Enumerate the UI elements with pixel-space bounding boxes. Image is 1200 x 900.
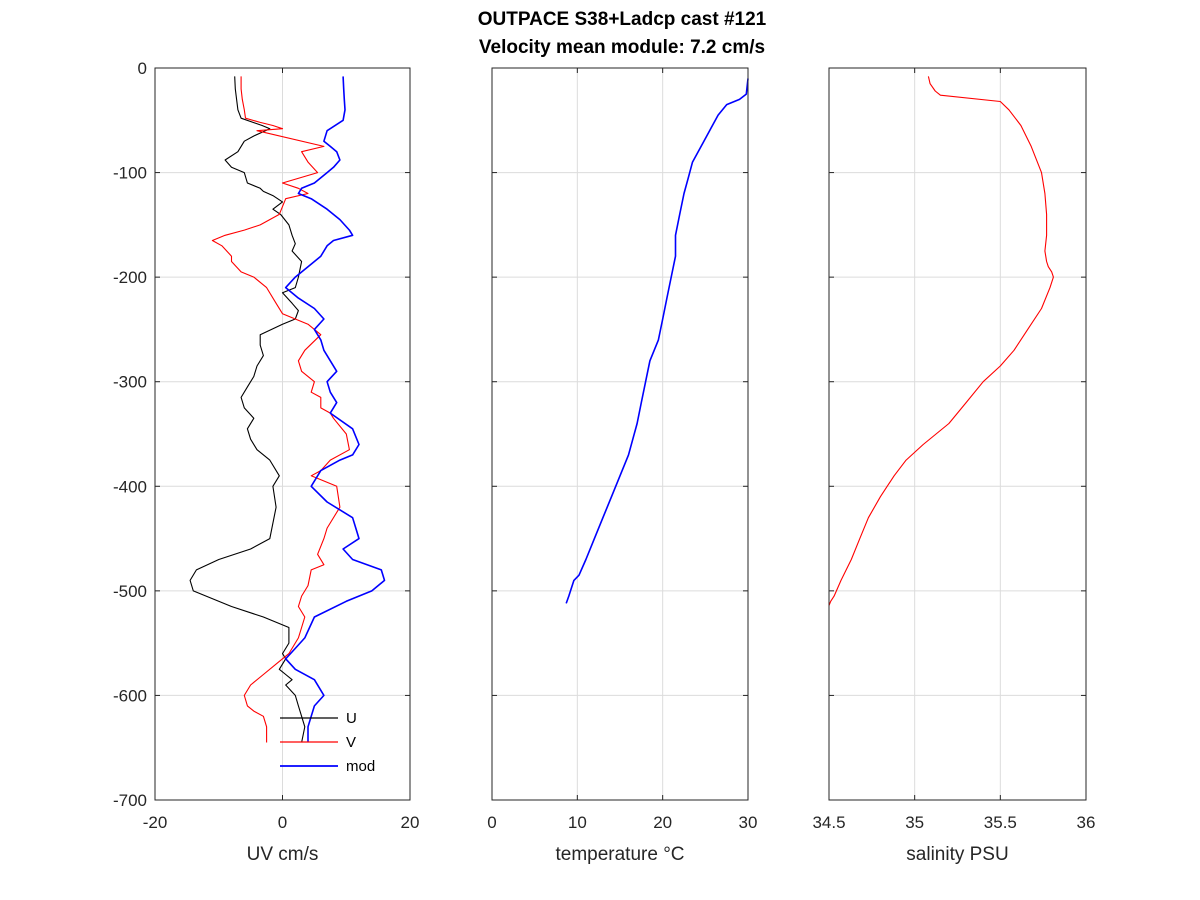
x-tick-label: 34.5	[812, 813, 845, 832]
y-tick-label: -600	[113, 686, 147, 705]
x-axis-label: UV cm/s	[247, 844, 319, 865]
y-tick-label: 0	[138, 59, 147, 78]
series-line-mod	[284, 76, 386, 743]
x-tick-label: 0	[487, 813, 496, 832]
x-axis-label: salinity PSU	[906, 844, 1008, 865]
legend-label-V: V	[346, 734, 356, 751]
chart-title-line-1: OUTPACE S38+Ladcp cast #121	[478, 9, 767, 30]
x-tick-label: -20	[143, 813, 168, 832]
series-line-U	[189, 76, 306, 743]
plot-area	[829, 68, 1086, 800]
plot-area	[492, 68, 748, 800]
series-line-V	[211, 76, 350, 743]
subplot-2: 0 10 20 30 temperature °C	[487, 67, 758, 865]
x-tick-label: 20	[401, 813, 420, 832]
x-tick-label: 36	[1077, 813, 1096, 832]
y-tick-label: -100	[113, 164, 147, 183]
series-line-profile	[828, 76, 1054, 606]
axes-box	[491, 67, 749, 801]
legend-label-U: U	[346, 710, 357, 727]
chart-title-line-2: Velocity mean module: 7.2 cm/s	[479, 37, 765, 58]
x-tick-label: 0	[278, 813, 287, 832]
x-tick-label: 20	[653, 813, 672, 832]
legend-label-mod: mod	[346, 758, 375, 775]
y-tick-label: -700	[113, 791, 147, 810]
y-tick-label: -400	[113, 477, 147, 496]
y-tick-label: -200	[113, 268, 147, 287]
x-tick-label: 10	[568, 813, 587, 832]
y-tick-label: -300	[113, 373, 147, 392]
x-axis-label: temperature °C	[555, 844, 684, 865]
x-tick-label: 35.5	[984, 813, 1017, 832]
x-tick-label: 35	[905, 813, 924, 832]
axes-box	[828, 67, 1087, 801]
subplot-3: 34.5 35 35.5 36 salinity PSU	[812, 67, 1096, 865]
series-line-profile	[565, 78, 749, 604]
x-tick-label: 30	[739, 813, 758, 832]
y-tick-label: -500	[113, 582, 147, 601]
